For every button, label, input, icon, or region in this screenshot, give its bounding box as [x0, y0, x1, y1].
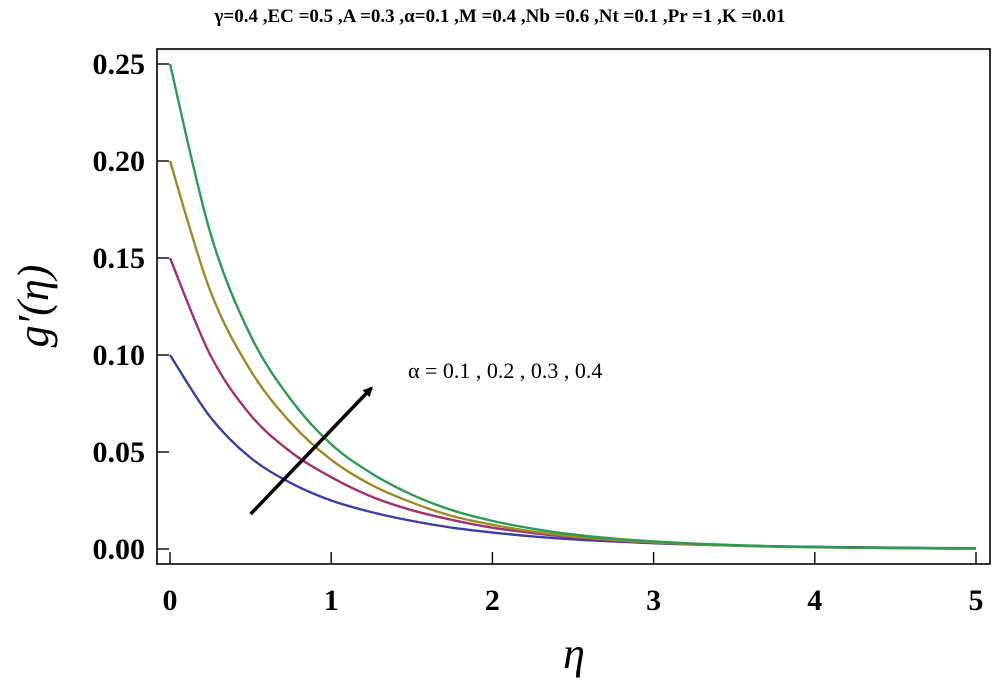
alpha-annotation: α = 0.1 , 0.2 , 0.3 , 0.4	[408, 358, 602, 383]
y-tick-label: 0.20	[93, 145, 146, 178]
series-line-4	[168, 63, 977, 550]
y-tick-label: 0.00	[93, 533, 146, 566]
y-tick-label: 0.10	[93, 339, 146, 372]
x-tick-label: 0	[163, 584, 178, 617]
y-tick-label: 0.25	[93, 48, 146, 81]
x-axis-label: η	[563, 629, 585, 678]
y-tick-label: 0.05	[93, 436, 146, 469]
chart-title: γ=0.4 ,EC =0.5 ,A =0.3 ,α=0.1 ,M =0.4 ,N…	[214, 6, 786, 27]
curves-layer	[168, 63, 977, 550]
x-tick-label: 3	[646, 584, 661, 617]
x-tick-label: 1	[324, 584, 339, 617]
y-axis-label: g′(η)	[9, 265, 58, 348]
y-tick-label: 0.15	[93, 242, 146, 275]
series-line-3	[168, 160, 977, 550]
series-line-2	[168, 257, 977, 550]
ticks-layer: 0 1 2 3 4 5 0.00 0.05 0.10 0.15 0.20 0.25	[93, 48, 984, 617]
x-tick-label: 5	[969, 584, 984, 617]
plot-frame	[156, 48, 991, 565]
trend-arrow	[249, 386, 373, 516]
x-tick-label: 2	[485, 584, 500, 617]
x-tick-label: 4	[807, 584, 822, 617]
